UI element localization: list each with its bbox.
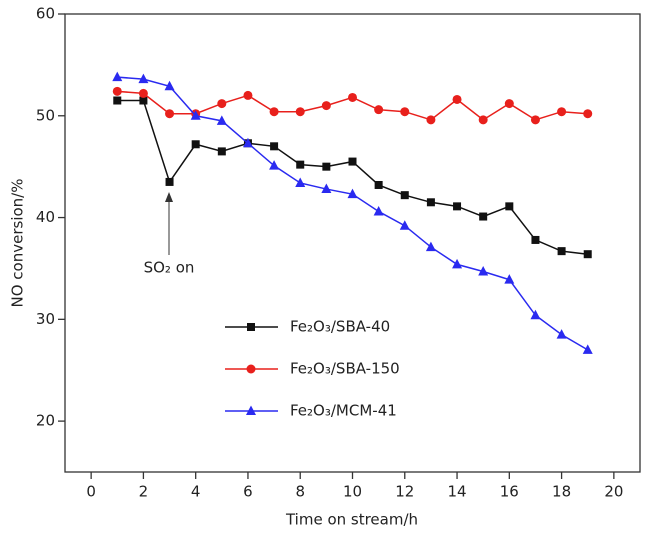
marker [112,71,123,82]
marker [322,162,331,171]
x-tick-label: 6 [243,483,253,501]
marker [348,92,357,102]
marker [530,309,541,320]
marker [348,157,357,166]
marker [164,80,175,91]
marker [583,109,593,119]
marker [374,180,383,189]
y-tick-label: 20 [36,412,55,430]
marker [400,107,410,117]
marker [452,94,462,104]
x-tick-label: 20 [604,483,623,501]
marker [478,265,489,276]
marker [399,220,410,230]
marker [425,241,436,252]
legend-label: Fe₂O₃/SBA-40 [290,318,390,336]
marker [452,258,463,269]
marker [269,107,279,117]
marker [583,250,592,259]
marker [190,110,201,120]
x-tick-label: 4 [191,483,201,501]
marker [138,73,149,84]
legend-marker [247,323,255,331]
marker [191,140,200,149]
marker [556,329,567,339]
x-tick-label: 16 [500,483,519,501]
marker [347,188,358,199]
marker [242,137,253,148]
marker [453,202,462,211]
marker [504,274,515,284]
marker [243,90,253,100]
legend-marker [246,405,256,415]
y-tick-label: 60 [36,5,55,23]
y-tick-label: 50 [36,106,55,124]
marker [478,115,488,125]
x-tick-label: 8 [295,483,305,501]
marker [296,160,305,169]
marker [112,86,122,96]
marker [295,107,305,117]
x-tick-label: 14 [447,483,466,501]
marker [321,183,332,194]
legend-label: Fe₂O₃/MCM-41 [290,402,397,420]
marker [217,147,226,156]
marker [295,177,306,187]
marker [400,191,409,200]
marker [374,105,384,115]
marker [557,107,567,117]
marker [505,202,514,211]
marker [426,115,436,125]
marker [139,96,148,105]
series-line [117,99,588,255]
x-tick-label: 10 [343,483,362,501]
annotation-arrowhead [165,192,173,202]
marker [165,177,174,186]
marker [373,205,384,216]
legend-marker [246,364,256,374]
x-axis-label: Time on stream/h [285,511,418,529]
marker [165,109,175,119]
series-line [117,76,589,351]
marker [269,160,280,170]
marker [216,115,227,125]
marker [426,198,435,207]
y-axis-label: NO conversion/% [9,179,27,308]
marker [321,101,331,111]
marker [557,247,566,256]
x-tick-label: 18 [552,483,571,501]
legend-label: Fe₂O₃/SBA-150 [290,360,400,378]
marker [504,99,514,109]
annotation: SO₂ on [144,259,195,277]
x-tick-label: 12 [395,483,414,501]
x-tick-label: 0 [86,483,96,501]
marker [270,142,279,151]
marker [582,344,593,354]
marker [479,212,488,221]
x-tick-label: 2 [139,483,149,501]
marker [530,115,540,125]
marker [531,235,540,244]
y-tick-label: 40 [36,208,55,226]
y-tick-label: 30 [36,310,55,328]
marker [138,88,148,98]
marker [113,96,122,105]
marker [217,99,227,109]
